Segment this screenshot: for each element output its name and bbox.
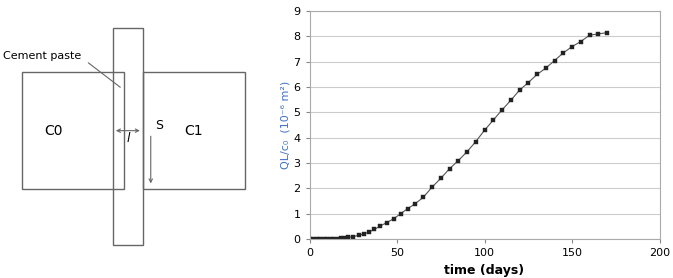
Text: C0: C0: [44, 124, 63, 138]
Text: C1: C1: [184, 124, 203, 138]
X-axis label: time (days): time (days): [444, 264, 525, 277]
Bar: [22, 72, 124, 189]
Text: S: S: [155, 119, 163, 131]
Y-axis label: QL/c₀  (10⁻⁶ m²): QL/c₀ (10⁻⁶ m²): [281, 81, 291, 169]
Text: l: l: [126, 133, 130, 145]
Text: Cement paste: Cement paste: [3, 51, 81, 61]
Bar: [143, 72, 245, 189]
Bar: [113, 28, 143, 245]
